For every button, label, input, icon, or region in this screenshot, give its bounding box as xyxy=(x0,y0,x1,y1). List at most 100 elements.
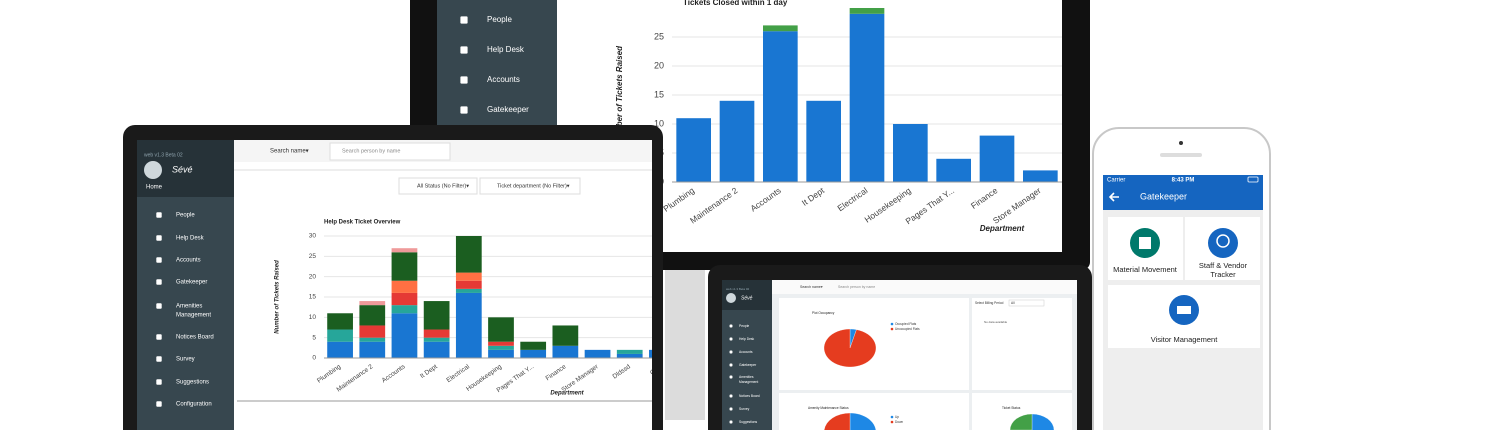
nav-icon xyxy=(156,401,162,407)
back-button[interactable] xyxy=(1108,192,1119,202)
version: web v1.3 Beta 02 xyxy=(726,287,750,291)
nav-icon xyxy=(729,407,733,411)
chart-title: Ticket Status xyxy=(1002,406,1021,410)
monitor-stand xyxy=(665,250,705,420)
legend-swatch xyxy=(890,420,894,424)
nav-item[interactable]: Notices Board xyxy=(176,335,214,341)
bar-segment xyxy=(359,301,386,306)
nav-icon xyxy=(729,363,733,367)
bar-segment xyxy=(520,349,547,358)
bar-segment xyxy=(423,337,450,342)
nav-item[interactable]: Configuration xyxy=(176,402,212,408)
nav-item[interactable]: Amenities xyxy=(739,375,754,379)
bar-segment xyxy=(455,288,482,293)
nav-item[interactable]: Amenities xyxy=(176,304,202,310)
nav-item[interactable]: Help Desk xyxy=(739,337,755,341)
no-data: No data available xyxy=(984,320,1008,324)
nav-item[interactable]: Help Desk xyxy=(176,236,205,242)
y-axis-title: Number of Tickets Raised xyxy=(615,45,624,144)
legend-swatch xyxy=(890,322,894,326)
carrier: Carrier xyxy=(1107,178,1125,184)
nav-item[interactable]: Management xyxy=(176,313,211,319)
nav-icon xyxy=(156,235,162,241)
bar-segment xyxy=(849,8,885,14)
bar-segment xyxy=(327,313,353,330)
y-tick-label: 20 xyxy=(654,60,664,70)
tile-label: Material Movement xyxy=(1113,265,1178,274)
billing-select[interactable] xyxy=(1008,299,1045,307)
bar-segment xyxy=(552,325,579,346)
bar-segment xyxy=(359,341,386,358)
nav-icon xyxy=(729,324,733,328)
nav-item[interactable]: Accounts xyxy=(487,75,520,84)
nav-item[interactable]: Gatekeeper xyxy=(176,280,207,286)
search-box[interactable] xyxy=(329,142,451,161)
search-mode[interactable]: Search name▾ xyxy=(270,149,309,155)
nav-icon xyxy=(729,394,733,398)
nav-item[interactable]: People xyxy=(487,15,512,24)
bar-segment xyxy=(763,25,798,32)
x-axis-title: Department xyxy=(980,224,1025,233)
chart-title: Tickets Closed within 1 day xyxy=(683,0,788,7)
nav-icon xyxy=(156,379,162,385)
nav-icon xyxy=(156,212,162,218)
bar-segment xyxy=(391,248,418,253)
bar-segment xyxy=(520,341,547,350)
y-tick-label: 15 xyxy=(309,294,317,301)
search-mode[interactable]: Search name▾ xyxy=(800,285,823,289)
screen-title: Gatekeeper xyxy=(1140,191,1187,201)
nav-item[interactable]: Accounts xyxy=(176,258,201,264)
legend-label: Down xyxy=(895,420,903,424)
nav-item[interactable]: Gatekeeper xyxy=(487,105,529,114)
nav-icon xyxy=(460,16,468,24)
nav-item[interactable]: Accounts xyxy=(739,350,753,354)
logo xyxy=(144,161,162,179)
bar-segment xyxy=(359,337,386,342)
tile-label: Staff & Vendor xyxy=(1199,261,1248,270)
bar-segment xyxy=(455,272,482,281)
nav-item[interactable]: Notices Board xyxy=(739,394,760,398)
nav-item[interactable]: Suggestions xyxy=(739,420,757,424)
nav-item[interactable]: Survey xyxy=(739,407,750,411)
bar-segment xyxy=(391,292,418,306)
nav-item[interactable]: Suggestions xyxy=(176,380,209,386)
y-tick-label: 10 xyxy=(309,314,317,321)
nav-item[interactable]: Help Desk xyxy=(487,45,525,54)
tablet-screen: web v1.3 Beta 02 Sévé Search name▾ Searc… xyxy=(722,280,1077,430)
nav-icon xyxy=(729,350,733,354)
status-filter[interactable] xyxy=(398,177,478,195)
nav-icon xyxy=(460,106,468,114)
y-tick-label: 20 xyxy=(309,273,317,280)
tile-label: Visitor Management xyxy=(1151,335,1218,344)
nav-item[interactable]: Management xyxy=(739,380,758,384)
nav-item[interactable]: People xyxy=(739,324,749,328)
speaker xyxy=(1160,153,1202,157)
nav-icon xyxy=(460,46,468,54)
bar-segment xyxy=(455,236,482,273)
nav-icon xyxy=(729,420,733,424)
bar-segment xyxy=(327,341,353,358)
bar-segment xyxy=(391,305,418,314)
laptop-screen: web v1.3 Beta 02 Sévé Home Search name▾ … xyxy=(137,140,652,430)
tile-label: Tracker xyxy=(1210,270,1236,279)
y-axis-title: Number of Tickets Raised xyxy=(275,260,281,334)
tile-icon-glyph xyxy=(1139,237,1151,249)
billing-value: All xyxy=(1011,301,1015,305)
pie-slice xyxy=(823,328,877,368)
bar-segment xyxy=(1023,170,1058,182)
nav-item[interactable]: Survey xyxy=(176,357,195,363)
department-filter[interactable] xyxy=(479,177,581,195)
home-link[interactable]: Home xyxy=(146,185,163,191)
bar-segment xyxy=(552,345,579,358)
bar-segment xyxy=(719,100,755,182)
bar-segment xyxy=(584,349,611,358)
bar-segment xyxy=(676,118,711,182)
nav-item[interactable]: Gatekeeper xyxy=(739,363,757,367)
pie-slice xyxy=(849,412,876,430)
bar-segment xyxy=(649,349,652,358)
filter-label: Ticket department (No Filter)▾ xyxy=(497,183,570,189)
nav-item[interactable]: People xyxy=(176,213,195,219)
search-placeholder: Search person by name xyxy=(838,285,875,289)
y-tick-label: 0 xyxy=(312,355,316,362)
bar-segment xyxy=(849,13,885,182)
